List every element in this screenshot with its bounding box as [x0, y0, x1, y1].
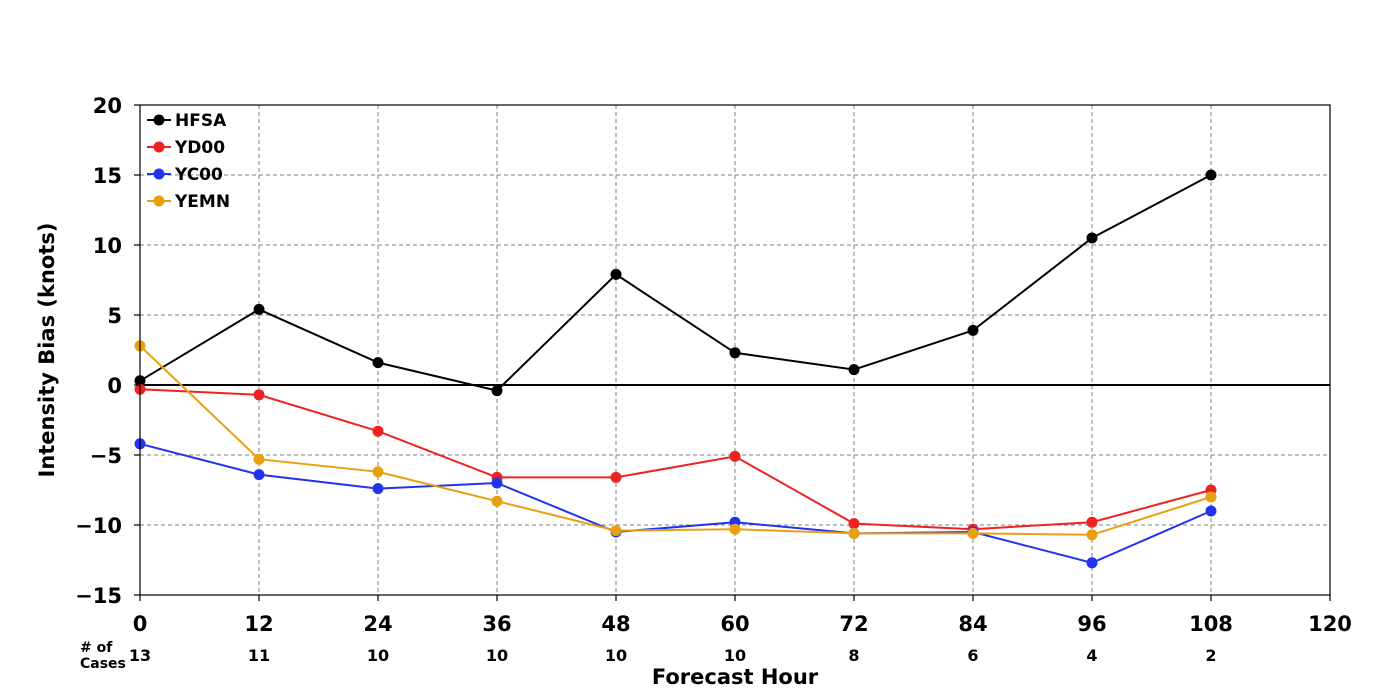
data-point-yemn: [610, 525, 622, 537]
legend-swatch-marker: [153, 168, 165, 180]
data-point-yc00: [491, 477, 503, 489]
legend-item-yemn: YEMN: [147, 192, 230, 212]
data-point-hfsa: [610, 268, 622, 280]
data-point-yd00: [372, 425, 384, 437]
x-axis-ticks: 0 12 24 36 48 60 72 84 96 108 120: [133, 595, 1352, 636]
x-axis-title: Forecast Hour: [652, 665, 819, 689]
series-line-yd00: [139, 388, 1212, 531]
data-point-yemn: [1086, 529, 1098, 541]
x-tick-label: 120: [1308, 612, 1352, 636]
x-tick-label: 0: [133, 612, 148, 636]
y-axis-ticks: −15 −10 −5 0 5 10 15 20: [75, 94, 140, 608]
case-count: 10: [605, 646, 627, 665]
series-yemn: [134, 340, 1217, 541]
legend-label: YD00: [174, 138, 225, 158]
data-point-yemn: [729, 523, 741, 535]
data-point-yc00: [1086, 557, 1098, 569]
data-point-yd00: [610, 471, 622, 483]
data-point-hfsa: [967, 324, 979, 336]
legend: HFSA YD00 YC00 YEMN: [147, 111, 230, 212]
data-point-yemn: [967, 527, 979, 539]
case-count: 13: [129, 646, 151, 665]
legend-item-yd00: YD00: [147, 138, 225, 158]
data-point-yd00: [848, 518, 860, 530]
case-count: 2: [1205, 646, 1216, 665]
y-tick-label: −15: [75, 584, 122, 608]
x-tick-label: 48: [601, 612, 630, 636]
data-point-yemn: [491, 495, 503, 507]
legend-item-hfsa: HFSA: [147, 111, 227, 131]
case-count: 6: [967, 646, 978, 665]
case-count: 10: [367, 646, 389, 665]
legend-swatch-marker: [153, 141, 165, 153]
y-tick-label: 0: [107, 374, 122, 398]
case-count: 10: [724, 646, 746, 665]
data-point-yemn: [253, 453, 265, 465]
x-tick-label: 96: [1077, 612, 1106, 636]
data-point-hfsa: [1086, 232, 1098, 244]
case-count: 10: [486, 646, 508, 665]
legend-swatch-marker: [153, 114, 165, 126]
y-tick-label: 20: [93, 94, 122, 118]
data-point-yemn: [1205, 491, 1217, 503]
data-point-hfsa: [491, 385, 503, 397]
series-hfsa: [134, 169, 1217, 397]
x-tick-label: 84: [958, 612, 987, 636]
data-point-yd00: [253, 389, 265, 401]
case-count: 11: [248, 646, 270, 665]
legend-item-yc00: YC00: [147, 165, 223, 185]
x-tick-label: 72: [839, 612, 868, 636]
y-tick-label: −10: [75, 514, 122, 538]
data-point-hfsa: [372, 357, 384, 369]
legend-swatch-marker: [153, 195, 165, 207]
data-point-yc00: [1205, 505, 1217, 517]
series-line-yemn: [139, 345, 1212, 536]
case-count: 4: [1086, 646, 1097, 665]
cases-label-line1: # of: [80, 640, 113, 656]
y-tick-label: 15: [93, 164, 122, 188]
data-point-hfsa: [253, 303, 265, 315]
case-count: 8: [848, 646, 859, 665]
x-tick-label: 108: [1189, 612, 1233, 636]
series-yd00: [134, 383, 1217, 535]
data-point-hfsa: [1205, 169, 1217, 181]
cases-label-line2: Cases: [80, 656, 126, 672]
data-point-hfsa: [729, 347, 741, 359]
data-point-yd00: [729, 450, 741, 462]
x-tick-label: 36: [482, 612, 511, 636]
x-tick-label: 24: [363, 612, 392, 636]
y-axis-title: Intensity Bias (knots): [35, 223, 59, 478]
data-point-hfsa: [848, 364, 860, 376]
y-tick-label: −5: [90, 444, 122, 468]
y-tick-label: 10: [93, 234, 122, 258]
data-series: [134, 169, 1217, 569]
legend-label: HFSA: [175, 111, 227, 131]
data-point-yemn: [372, 466, 384, 478]
data-point-yemn: [848, 527, 860, 539]
series-yc00: [134, 438, 1217, 569]
y-tick-label: 5: [107, 304, 122, 328]
x-tick-label: 12: [244, 612, 273, 636]
series-line-hfsa: [139, 174, 1212, 392]
data-point-yd00: [1086, 516, 1098, 528]
data-point-yc00: [372, 483, 384, 495]
series-line-yc00: [139, 442, 1212, 564]
x-tick-label: 60: [720, 612, 749, 636]
legend-label: YC00: [174, 165, 223, 185]
legend-label: YEMN: [174, 192, 230, 212]
data-point-yc00: [253, 469, 265, 481]
